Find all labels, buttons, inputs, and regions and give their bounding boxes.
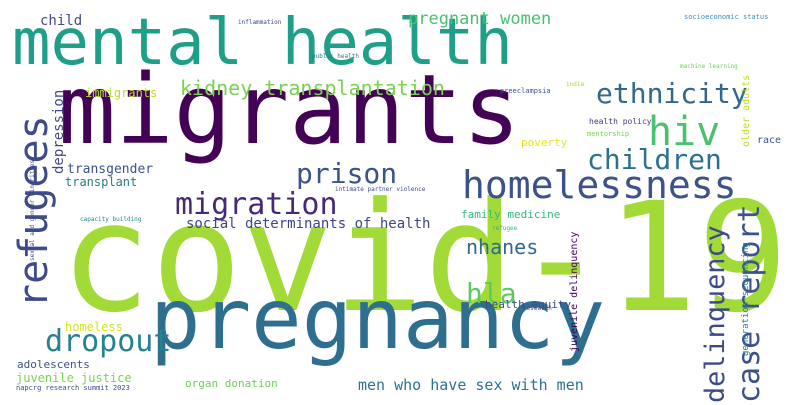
word-kidney-transplantation: kidney transplantation	[180, 76, 445, 100]
word-nhanes: nhanes	[466, 235, 539, 259]
word-intimate-partner-violence: intimate partner violence	[335, 186, 426, 193]
word-mentorship: mentorship	[587, 130, 630, 138]
word-immigrants: immigrants	[85, 86, 158, 100]
word-children: children	[587, 143, 722, 176]
word-homeless: homeless	[65, 320, 123, 334]
word-juvenile-justice: juvenile justice	[16, 371, 132, 385]
word-public-health: public health	[312, 53, 359, 60]
word-social-determinants-of-health: social determinants of health	[186, 216, 431, 232]
word-mental-health: mental health	[12, 6, 513, 80]
word-transgender: transgender	[67, 162, 154, 177]
word-refugee: refugee	[492, 225, 518, 232]
word-delinquency: delinquency	[700, 225, 731, 403]
word-capacity-building: capacity building	[80, 216, 142, 223]
word-migration: migration	[175, 187, 338, 222]
word-sexual-and-gender-minorities: sexual and gender minorities	[29, 159, 36, 261]
word-research: research	[523, 305, 552, 312]
word-dropout: dropout	[45, 324, 172, 359]
word-poverty: poverty	[521, 136, 568, 149]
word-pregnant-women: pregnant women	[408, 9, 552, 29]
word-health-equity: health equity	[485, 298, 572, 311]
word-health-policy: health policy	[589, 117, 652, 126]
word-homelessness: homelessness	[462, 163, 737, 207]
word-transplant: transplant	[65, 175, 138, 189]
word-organ-donation: organ donation	[185, 377, 278, 390]
word-older-adults: older adults	[741, 74, 752, 147]
word-adolescents: adolescents	[17, 358, 90, 371]
word-socioeconomic-status: socioeconomic status	[684, 13, 769, 21]
word-hiv: hiv	[648, 109, 721, 155]
word-prison: prison	[296, 157, 398, 190]
word-preeclampsia: preeclampsia	[500, 87, 551, 95]
word-child: child	[40, 13, 83, 29]
word-inflammation: inflammation	[238, 19, 282, 26]
word-generation-sequencing: generation sequencing	[741, 242, 751, 356]
word-napcrg-research-summit-2023: napcrg research summit 2023	[16, 384, 130, 392]
word-india: india	[566, 81, 585, 88]
word-family-medicine: family medicine	[461, 208, 561, 221]
word-ethnicity: ethnicity	[596, 77, 748, 110]
word-juvenile-delinquency: juvenile delinquency	[569, 231, 580, 352]
word-pregnancy: pregnancy	[150, 270, 606, 368]
word-machine-learning: machine learning	[680, 63, 738, 70]
word-migrants: migrants	[58, 54, 521, 166]
word-race: race	[757, 135, 782, 146]
word-depression: depression	[51, 89, 67, 174]
word-men-who-have-sex-with-men: men who have sex with men	[358, 376, 584, 394]
word-hla: hla	[466, 277, 517, 310]
word-covid-19: covid-19	[60, 170, 789, 346]
